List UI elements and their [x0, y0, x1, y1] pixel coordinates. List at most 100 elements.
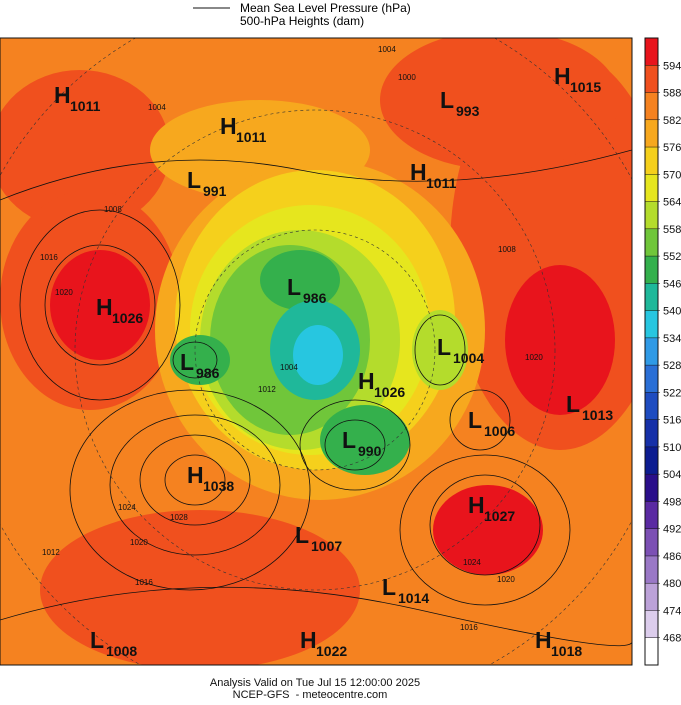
- height-region: [505, 265, 615, 415]
- system-letter: L: [295, 522, 309, 548]
- colorbar-segment: [645, 365, 658, 393]
- colorbar-segment: [645, 446, 658, 475]
- colorbar-segment: [645, 65, 658, 93]
- legend-fill-label: 500-hPa Heights (dam): [240, 14, 364, 28]
- system-letter: H: [220, 113, 237, 139]
- colorbar-label: 474: [663, 605, 681, 617]
- system-letter: L: [342, 427, 356, 453]
- system-pressure: 993: [456, 103, 480, 119]
- system-pressure: 1027: [484, 508, 515, 524]
- system-pressure: 1011: [70, 98, 101, 114]
- system-pressure: 1014: [398, 590, 429, 606]
- colorbar-label: 522: [663, 387, 681, 399]
- colorbar-label: 594: [663, 60, 681, 72]
- colorbar-label: 570: [663, 169, 681, 181]
- system-pressure: 986: [196, 365, 220, 381]
- colorbar-label: 528: [663, 360, 681, 372]
- system-pressure: 991: [203, 183, 227, 199]
- legend-line-label: Mean Sea Level Pressure (hPa): [240, 1, 411, 15]
- colorbar-label: 552: [663, 251, 681, 263]
- system-letter: L: [180, 349, 194, 375]
- system-letter: L: [468, 407, 482, 433]
- latitude-circle: [74, 109, 556, 591]
- colorbar-segment: [645, 147, 658, 175]
- system-letter: L: [440, 87, 454, 113]
- height-region: [380, 38, 620, 170]
- system-pressure: 1006: [484, 423, 515, 439]
- colorbar-label: 468: [663, 633, 681, 645]
- system-pressure: 1015: [570, 79, 601, 95]
- isobar-label: 1004: [280, 363, 298, 372]
- system-letter: L: [287, 274, 301, 300]
- system-pressure: 1011: [426, 175, 457, 191]
- colorbar-label: 588: [663, 88, 681, 100]
- isobar: [44, 244, 156, 366]
- isobar: [414, 314, 466, 386]
- colorbar-segment: [645, 256, 658, 284]
- colorbar-segment: [645, 583, 658, 611]
- system-letter: H: [300, 627, 317, 653]
- colorbar-segment: [645, 174, 658, 202]
- system-pressure: 1022: [316, 643, 347, 659]
- colorbar-segment: [645, 555, 658, 584]
- height-region: [0, 70, 170, 230]
- system-pressure: 1018: [551, 643, 582, 659]
- system-pressure: 1007: [311, 538, 342, 554]
- isobar-label: 1016: [460, 623, 478, 632]
- colorbar-label: 510: [663, 442, 681, 454]
- colorbar-label: 504: [663, 469, 681, 481]
- colorbar-segment: [645, 228, 658, 257]
- isobar: [19, 209, 181, 401]
- colorbar-segment: [645, 501, 658, 529]
- colorbar-segment: [645, 92, 658, 121]
- colorbar-segment: [645, 283, 658, 311]
- height-region: [260, 250, 340, 310]
- isobar: [0, 586, 632, 647]
- system-pressure: 1008: [106, 643, 137, 659]
- system-letter: H: [358, 368, 375, 394]
- system-letter: L: [187, 167, 201, 193]
- system-pressure: 986: [303, 290, 327, 306]
- isobar-label: 1028: [170, 513, 188, 522]
- colorbar-label: 576: [663, 142, 681, 154]
- colorbar-segment: [645, 119, 658, 148]
- latitude-circle: [194, 229, 436, 471]
- isobar-label: 1020: [130, 538, 148, 547]
- colorbar-segment: [645, 337, 658, 366]
- system-letter: H: [410, 159, 427, 185]
- colorbar-label: 546: [663, 278, 681, 290]
- height-region: [50, 250, 150, 360]
- isobar: [0, 149, 632, 201]
- system-letter: H: [468, 492, 485, 518]
- isobar-label: 1016: [135, 578, 153, 587]
- colorbar-label: 534: [663, 333, 681, 345]
- colorbar-segment: [645, 610, 658, 639]
- isobar: [69, 389, 311, 591]
- colorbar-label: 558: [663, 224, 681, 236]
- isobar: [109, 414, 281, 556]
- colorbar-segment: [645, 392, 658, 420]
- colorbar-label: 582: [663, 115, 681, 127]
- system-letter: H: [96, 294, 113, 320]
- isobar-label: 1024: [463, 558, 481, 567]
- isobar-label: 1008: [498, 245, 516, 254]
- isobar-label: 1012: [258, 385, 276, 394]
- system-letter: H: [54, 82, 71, 108]
- isobar: [164, 454, 226, 506]
- height-region: [170, 335, 230, 385]
- colorbar-segment: [645, 38, 658, 66]
- isobar-label: 1012: [42, 548, 60, 557]
- isobar-label: 1020: [525, 353, 543, 362]
- isobar: [429, 474, 541, 576]
- system-letter: H: [535, 627, 552, 653]
- source: NCEP-GFS - meteocentre.com: [233, 689, 388, 700]
- system-letter: H: [554, 63, 571, 89]
- isobar: [399, 454, 571, 606]
- colorbar-segment: [645, 419, 658, 448]
- colorbar-segment: [645, 528, 658, 557]
- colorbar-segment: [645, 474, 658, 502]
- height-region: [412, 310, 468, 390]
